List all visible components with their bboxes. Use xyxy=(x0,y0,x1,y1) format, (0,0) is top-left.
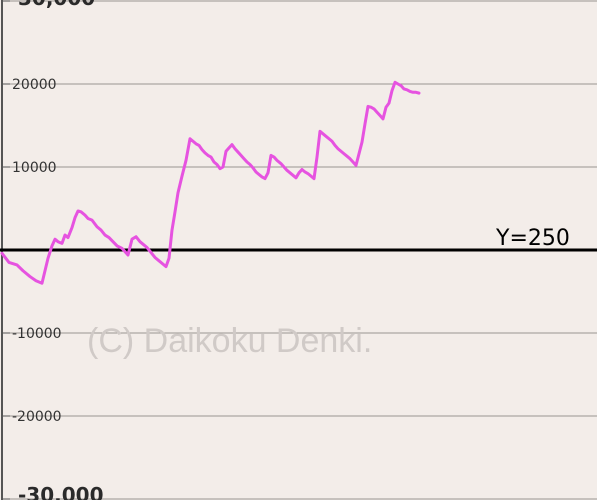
watermark: (C) Daikoku Denki. xyxy=(87,322,372,360)
y-tick-label: -10000 xyxy=(12,326,62,342)
y-tick-label: 10000 xyxy=(12,160,57,176)
y-tick-labels: 30,000 20000 10000 -10000 -20000 -30,000 xyxy=(2,0,103,500)
reference-line-label: Y=250 xyxy=(495,226,570,251)
data-series-line xyxy=(0,80,421,285)
y-tick-label: 30,000 xyxy=(18,0,95,10)
y-tick-label: 20000 xyxy=(12,77,57,93)
y-tick-label: -20000 xyxy=(12,409,62,425)
y-tick-label: -30,000 xyxy=(18,483,103,500)
